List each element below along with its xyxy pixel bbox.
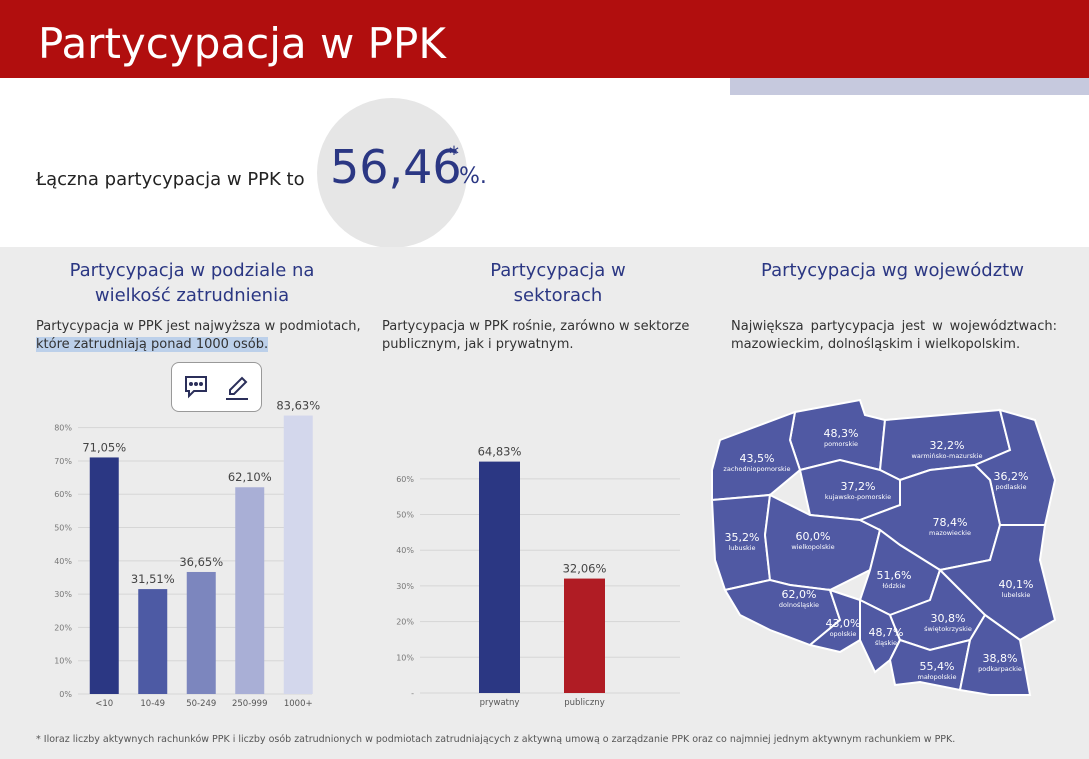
bar <box>283 415 313 694</box>
y-tick-label: 0% <box>59 690 72 699</box>
highlighted-text: które zatrudniają ponad 1000 osób. <box>36 337 269 352</box>
bar <box>89 457 119 694</box>
x-tick-label: 1000+ <box>284 699 313 709</box>
value-label: 31,51% <box>131 572 175 586</box>
region-name: świętokrzyskie <box>924 625 972 633</box>
region-name: opolskie <box>830 630 857 638</box>
map <box>710 398 1057 696</box>
stat-circle <box>317 98 467 248</box>
bar <box>235 487 265 694</box>
x-tick-label: <10 <box>95 699 113 709</box>
y-tick-label: 10% <box>396 653 414 662</box>
y-tick-label: 20% <box>396 618 414 627</box>
region-value: 62,0% <box>782 588 817 601</box>
region-value: 35,2% <box>725 531 760 544</box>
region-name: małopolskie <box>917 673 956 681</box>
region-name: łódzkie <box>883 582 906 590</box>
value-label: 32,06% <box>563 562 607 576</box>
region-value: 55,4% <box>920 660 955 673</box>
region-name: pomorskie <box>824 440 858 448</box>
selection-toolbar <box>171 362 262 412</box>
y-tick-label: 10% <box>54 657 72 666</box>
page-title: Partycypacja w PPK <box>38 19 446 68</box>
comment-button[interactable] <box>185 376 207 399</box>
region-name: śląskie <box>875 639 897 647</box>
x-tick-label: publiczny <box>564 698 604 708</box>
x-tick-label: prywatny <box>480 698 520 708</box>
y-tick-label: 80% <box>54 424 72 433</box>
y-tick-label: 50% <box>54 524 72 533</box>
bar <box>186 571 216 694</box>
y-tick-label: 60% <box>396 475 414 484</box>
region-value: 36,2% <box>994 470 1029 483</box>
summary-text: Łączna partycypacja w PPK to <box>36 169 305 190</box>
panel-title: Partycypacja w sektorach <box>490 260 626 306</box>
y-tick-label: 30% <box>54 590 72 599</box>
region-value: 78,4% <box>933 516 968 529</box>
bar <box>479 461 520 693</box>
value-label: 64,83% <box>478 445 522 459</box>
region-value: 38,8% <box>983 652 1018 665</box>
region-shape <box>763 493 882 592</box>
x-tick-label: 10-49 <box>140 699 165 709</box>
region-value: 37,2% <box>841 480 876 493</box>
toolbar-icons <box>185 376 248 400</box>
region-name: podlaskie <box>996 483 1027 491</box>
y-tick-label: 70% <box>54 457 72 466</box>
y-tick-label: 50% <box>396 511 414 520</box>
region-name: warmińsko-mazurskie <box>912 452 983 460</box>
region-value: 40,1% <box>999 578 1034 591</box>
region-shape <box>958 613 1032 696</box>
region-value: 48,3% <box>824 427 859 440</box>
region-value: 60,0% <box>796 530 831 543</box>
region-value: 48,7% <box>869 626 904 639</box>
highlight-button[interactable] <box>226 376 248 400</box>
panel-title: Partycypacja wg województw <box>761 260 1024 281</box>
region-value: 32,2% <box>930 439 965 452</box>
accent-bar <box>730 78 1089 95</box>
region-name: wielkopolskie <box>791 543 834 551</box>
description-text: Partycypacja w PPK jest najwyższa w podm… <box>36 319 361 334</box>
x-tick-label: 250-999 <box>232 699 268 709</box>
bar <box>564 578 605 693</box>
value-label: 83,63% <box>276 399 320 413</box>
region-shape <box>711 410 802 502</box>
value-label: 62,10% <box>228 470 272 484</box>
panel-description: Największa partycypacja jest w województ… <box>731 319 1057 352</box>
region-value: 43,0% <box>826 617 861 630</box>
y-tick-label: 20% <box>54 623 72 632</box>
x-tick-label: 50-249 <box>186 699 216 709</box>
panel-description: Partycypacja w PPK jest najwyższa w podm… <box>36 318 366 354</box>
y-tick-label: 60% <box>54 490 72 499</box>
footnote: * Iloraz liczby aktywnych rachunków PPK … <box>36 734 956 745</box>
region-name: zachodniopomorskie <box>723 465 790 473</box>
y-tick-label: - <box>411 689 414 698</box>
y-tick-label: 40% <box>396 546 414 555</box>
y-tick-label: 30% <box>396 582 414 591</box>
header-band <box>0 0 1089 78</box>
summary-value: 56,46 <box>330 140 462 194</box>
region-name: mazowieckie <box>929 529 971 537</box>
summary-asterisk: * <box>449 142 459 166</box>
summary-unit: %. <box>459 164 487 189</box>
region-name: lubelskie <box>1002 591 1031 599</box>
panel-title: Partycypacja w podziale na wielkość zatr… <box>69 260 315 306</box>
region-value: 43,5% <box>740 452 775 465</box>
region-value: 51,6% <box>877 569 912 582</box>
panel-description: Partycypacja w PPK rośnie, zarówno w sek… <box>382 319 690 352</box>
region-name: kujawsko-pomorskie <box>825 493 891 501</box>
y-tick-label: 40% <box>54 557 72 566</box>
bar <box>138 589 168 694</box>
region-name: dolnośląskie <box>779 601 819 609</box>
value-label: 71,05% <box>82 440 126 454</box>
value-label: 36,65% <box>179 555 223 569</box>
region-name: lubuskie <box>728 544 755 552</box>
region-name: podkarpackie <box>978 665 1022 673</box>
region-value: 30,8% <box>931 612 966 625</box>
